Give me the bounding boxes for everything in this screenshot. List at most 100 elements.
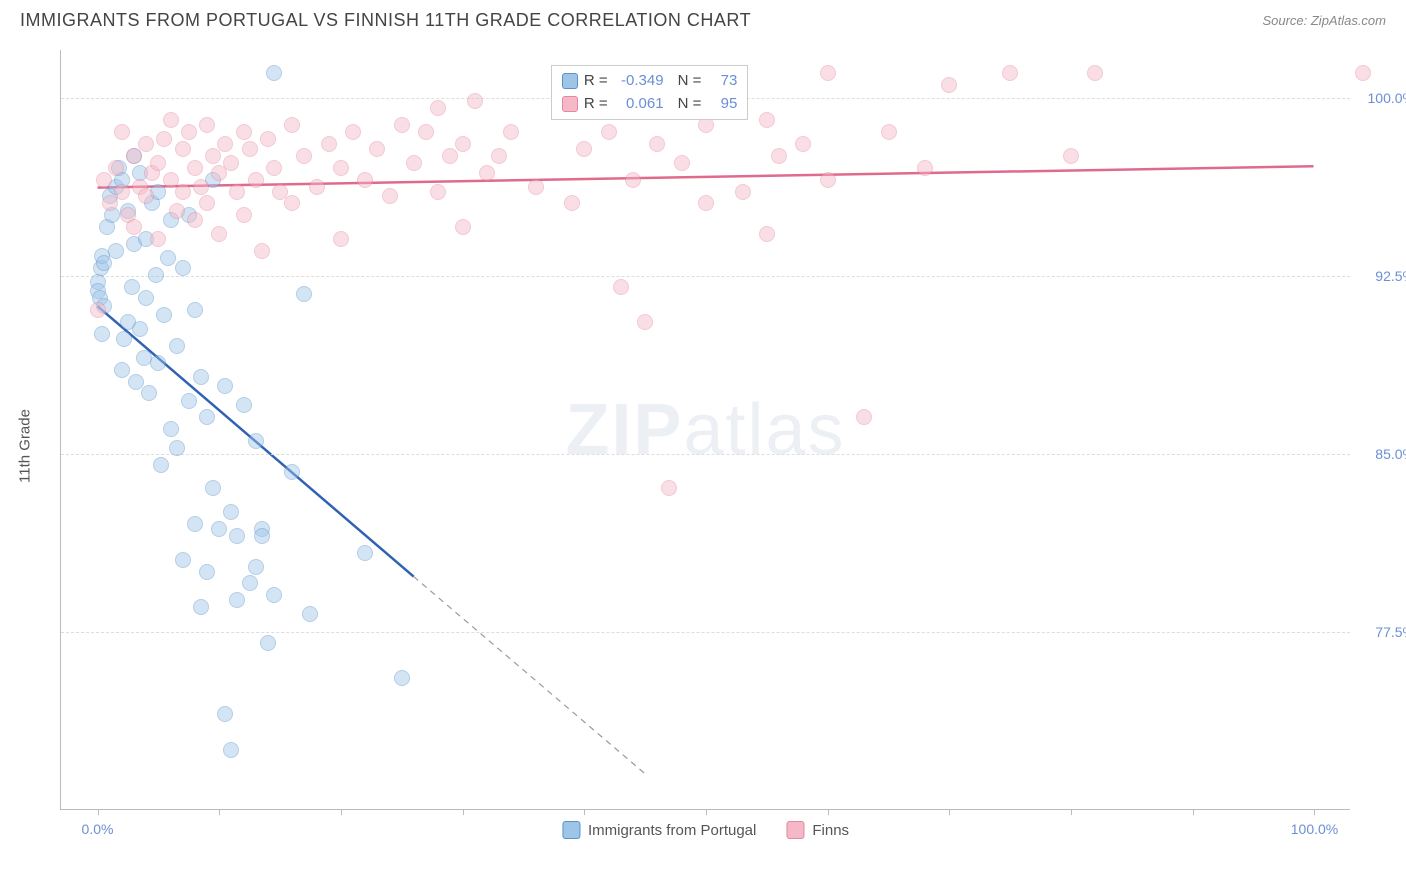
x-tick — [98, 809, 99, 815]
data-point — [333, 160, 349, 176]
data-point — [430, 100, 446, 116]
source-attribution: Source: ZipAtlas.com — [1262, 13, 1386, 28]
y-tick-label: 77.5% — [1355, 624, 1406, 640]
data-point — [382, 188, 398, 204]
data-point — [126, 219, 142, 235]
source-link[interactable]: ZipAtlas.com — [1311, 13, 1386, 28]
data-point — [455, 136, 471, 152]
series-swatch — [562, 96, 578, 112]
watermark: ZIPatlas — [565, 389, 845, 471]
data-point — [394, 117, 410, 133]
data-point — [90, 302, 106, 318]
data-point — [148, 267, 164, 283]
data-point — [248, 433, 264, 449]
data-point — [199, 195, 215, 211]
data-point — [917, 160, 933, 176]
data-point — [199, 564, 215, 580]
legend-item: Immigrants from Portugal — [562, 821, 756, 839]
data-point — [698, 195, 714, 211]
data-point — [138, 136, 154, 152]
data-point — [150, 231, 166, 247]
data-point — [795, 136, 811, 152]
gridline — [61, 454, 1350, 455]
x-tick — [1071, 809, 1072, 815]
data-point — [150, 155, 166, 171]
chart-title: IMMIGRANTS FROM PORTUGAL VS FINNISH 11TH… — [20, 10, 751, 31]
gridline — [61, 632, 1350, 633]
data-point — [260, 635, 276, 651]
series-swatch — [562, 73, 578, 89]
data-point — [114, 124, 130, 140]
data-point — [357, 545, 373, 561]
x-tick — [706, 809, 707, 815]
data-point — [229, 592, 245, 608]
data-point — [479, 165, 495, 181]
data-point — [163, 112, 179, 128]
data-point — [248, 559, 264, 575]
stat-label-n: N = — [678, 93, 702, 116]
data-point — [357, 172, 373, 188]
data-point — [820, 172, 836, 188]
scatter-chart: ZIPatlas 77.5%85.0%92.5%100.0%0.0%100.0%… — [60, 50, 1350, 810]
data-point — [576, 141, 592, 157]
data-point — [108, 243, 124, 259]
data-point — [114, 184, 130, 200]
data-point — [175, 260, 191, 276]
data-point — [126, 148, 142, 164]
data-point — [236, 397, 252, 413]
legend-label: Finns — [812, 822, 849, 839]
x-tick — [341, 809, 342, 815]
data-point — [150, 355, 166, 371]
x-tick — [1314, 809, 1315, 815]
data-point — [116, 331, 132, 347]
legend-item: Finns — [786, 821, 849, 839]
data-point — [102, 195, 118, 211]
data-point — [674, 155, 690, 171]
data-point — [430, 184, 446, 200]
data-point — [124, 279, 140, 295]
trend-lines — [61, 50, 1350, 809]
data-point — [242, 575, 258, 591]
data-point — [141, 385, 157, 401]
data-point — [503, 124, 519, 140]
data-point — [649, 136, 665, 152]
data-point — [96, 172, 112, 188]
header: IMMIGRANTS FROM PORTUGAL VS FINNISH 11TH… — [0, 0, 1406, 36]
data-point — [296, 286, 312, 302]
stat-label-r: R = — [584, 70, 608, 93]
data-point — [156, 131, 172, 147]
data-point — [199, 409, 215, 425]
data-point — [266, 65, 282, 81]
data-point — [205, 148, 221, 164]
x-tick — [1193, 809, 1194, 815]
data-point — [266, 160, 282, 176]
data-point — [467, 93, 483, 109]
data-point — [223, 155, 239, 171]
y-tick-label: 100.0% — [1355, 90, 1406, 106]
data-point — [528, 179, 544, 195]
data-point — [138, 290, 154, 306]
data-point — [96, 255, 112, 271]
x-tick-label: 100.0% — [1291, 821, 1338, 837]
data-point — [254, 243, 270, 259]
data-point — [223, 504, 239, 520]
data-point — [229, 184, 245, 200]
data-point — [759, 226, 775, 242]
data-point — [187, 160, 203, 176]
data-point — [333, 231, 349, 247]
data-point — [1002, 65, 1018, 81]
y-axis-label: 11th Grade — [17, 409, 34, 483]
data-point — [160, 250, 176, 266]
y-tick-label: 85.0% — [1355, 446, 1406, 462]
data-point — [163, 421, 179, 437]
data-point — [205, 480, 221, 496]
data-point — [735, 184, 751, 200]
x-tick — [219, 809, 220, 815]
correlation-stats-box: R =-0.349N =73R =0.061N =95 — [551, 65, 749, 120]
data-point — [138, 188, 154, 204]
data-point — [302, 606, 318, 622]
data-point — [1355, 65, 1371, 81]
data-point — [199, 117, 215, 133]
data-point — [236, 124, 252, 140]
data-point — [108, 160, 124, 176]
